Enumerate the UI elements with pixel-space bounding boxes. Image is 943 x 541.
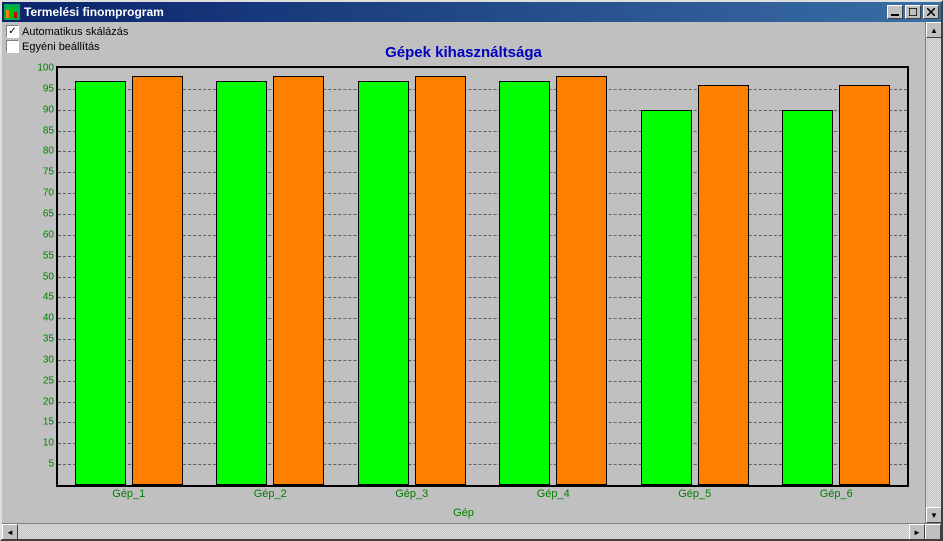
x-tick-label: Gép_3 <box>395 488 428 500</box>
y-tick-label: 70 <box>30 188 58 199</box>
main-area: ✓ Automatikus skálázás Egyéni beállítás … <box>2 22 925 523</box>
app-window: Termelési finomprogram ✓ Automatikus ská… <box>0 0 943 541</box>
app-icon <box>4 4 20 20</box>
grid-line <box>58 422 907 423</box>
vertical-scrollbar[interactable]: ▲ ▼ <box>925 22 941 523</box>
y-tick-label: 60 <box>30 229 58 240</box>
custom-scale-option[interactable]: Egyéni beállítás <box>4 39 128 54</box>
y-tick-label: 40 <box>30 313 58 324</box>
scroll-right-button[interactable]: ► <box>909 524 925 539</box>
bar <box>132 76 183 485</box>
scale-options: ✓ Automatikus skálázás Egyéni beállítás <box>4 24 128 54</box>
bar <box>641 110 692 485</box>
bar <box>839 85 890 485</box>
y-tick-label: 80 <box>30 146 58 157</box>
auto-scale-option[interactable]: ✓ Automatikus skálázás <box>4 24 128 39</box>
scroll-down-button[interactable]: ▼ <box>926 507 941 523</box>
y-tick-label: 25 <box>30 375 58 386</box>
x-tick-label: Gép_6 <box>820 488 853 500</box>
grid-line <box>58 151 907 152</box>
x-tick-label: Gép_1 <box>112 488 145 500</box>
y-tick-label: 90 <box>30 104 58 115</box>
grid-line <box>58 318 907 319</box>
y-tick-label: 75 <box>30 167 58 178</box>
y-tick-label: 65 <box>30 208 58 219</box>
scroll-track[interactable] <box>926 38 941 507</box>
scroll-track[interactable] <box>18 524 909 539</box>
window-title: Termelési finomprogram <box>24 5 887 19</box>
grid-line <box>58 464 907 465</box>
grid-line <box>58 172 907 173</box>
y-tick-label: 35 <box>30 334 58 345</box>
titlebar[interactable]: Termelési finomprogram <box>2 2 941 22</box>
custom-scale-label: Egyéni beállítás <box>22 41 100 53</box>
y-tick-label: 20 <box>30 396 58 407</box>
y-tick-label: 55 <box>30 250 58 261</box>
scroll-left-button[interactable]: ◄ <box>2 524 18 539</box>
bar <box>216 81 267 485</box>
grid-line <box>58 381 907 382</box>
y-tick-label: 5 <box>30 459 58 470</box>
chart: Gépek kihasználtsága Gépkihasználtság [%… <box>4 24 923 521</box>
x-axis-label: Gép <box>4 507 923 519</box>
client-area: ✓ Automatikus skálázás Egyéni beállítás … <box>2 22 941 539</box>
grid-line <box>58 256 907 257</box>
grid-line <box>58 131 907 132</box>
plot-area: 5101520253035404550556065707580859095100… <box>56 66 909 487</box>
close-button[interactable] <box>923 5 939 19</box>
grid-line <box>58 110 907 111</box>
y-tick-label: 100 <box>30 63 58 74</box>
y-tick-label: 15 <box>30 417 58 428</box>
grid-line <box>58 443 907 444</box>
bar <box>499 81 550 485</box>
grid-line <box>58 339 907 340</box>
minimize-button[interactable] <box>887 5 903 19</box>
grid-line <box>58 193 907 194</box>
checkbox-icon: ✓ <box>6 25 19 38</box>
grid-line <box>58 214 907 215</box>
y-tick-label: 50 <box>30 271 58 282</box>
grid-line <box>58 360 907 361</box>
scroll-up-button[interactable]: ▲ <box>926 22 941 38</box>
chart-title: Gépek kihasználtsága <box>4 44 923 61</box>
bar <box>75 81 126 485</box>
y-tick-label: 45 <box>30 292 58 303</box>
bar <box>273 76 324 485</box>
auto-scale-label: Automatikus skálázás <box>22 26 128 38</box>
grid-line <box>58 277 907 278</box>
grid-line <box>58 297 907 298</box>
grid-line <box>58 402 907 403</box>
window-buttons <box>887 5 939 19</box>
y-tick-label: 85 <box>30 125 58 136</box>
checkbox-icon <box>6 40 19 53</box>
scrollbar-corner <box>925 524 941 539</box>
bar <box>415 76 466 485</box>
horizontal-scrollbar[interactable]: ◄ ► <box>2 523 941 539</box>
x-tick-label: Gép_5 <box>678 488 711 500</box>
bar <box>698 85 749 485</box>
y-tick-label: 30 <box>30 354 58 365</box>
bar <box>782 110 833 485</box>
maximize-button[interactable] <box>905 5 921 19</box>
x-tick-label: Gép_2 <box>254 488 287 500</box>
y-tick-label: 10 <box>30 438 58 449</box>
x-tick-label: Gép_4 <box>537 488 570 500</box>
grid-line <box>58 89 907 90</box>
y-tick-label: 95 <box>30 83 58 94</box>
bar <box>556 76 607 485</box>
bar <box>358 81 409 485</box>
grid-line <box>58 235 907 236</box>
